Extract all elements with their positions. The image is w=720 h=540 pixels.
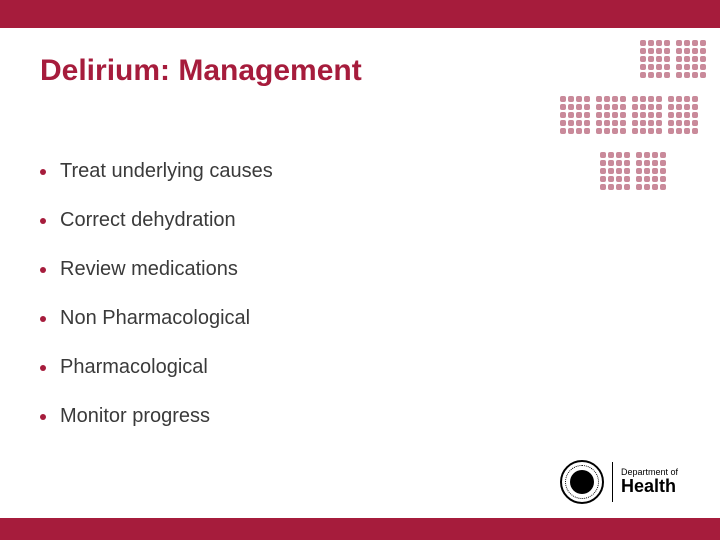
dot-block-icon	[676, 40, 706, 78]
dot-block-icon	[636, 152, 666, 190]
list-item: Non Pharmacological	[40, 307, 273, 330]
seal-inner-icon	[570, 470, 594, 494]
bullet-list: Treat underlying causes Correct dehydrati…	[40, 160, 273, 454]
dot-block-icon	[600, 152, 630, 190]
list-item: Correct dehydration	[40, 209, 273, 232]
dept-name: Health	[621, 477, 678, 496]
dot-block-icon	[640, 40, 670, 78]
slide-title: Delirium: Management	[40, 54, 362, 88]
slide: Delirium: Management Treat underlying ca…	[0, 0, 720, 540]
list-item-text: Correct dehydration	[60, 209, 236, 232]
bullet-dot-icon	[40, 218, 46, 224]
bullet-dot-icon	[40, 169, 46, 175]
bullet-dot-icon	[40, 365, 46, 371]
list-item-text: Review medications	[60, 258, 238, 281]
list-item-text: Pharmacological	[60, 356, 208, 379]
dot-block-icon	[560, 96, 590, 134]
list-item-text: Non Pharmacological	[60, 307, 250, 330]
logo-text: Department of Health	[621, 468, 678, 496]
list-item: Monitor progress	[40, 405, 273, 428]
dot-block-icon	[596, 96, 626, 134]
bullet-dot-icon	[40, 414, 46, 420]
top-accent-bar	[0, 0, 720, 28]
bullet-dot-icon	[40, 316, 46, 322]
list-item: Treat underlying causes	[40, 160, 273, 183]
government-seal-icon	[560, 460, 604, 504]
list-item-text: Treat underlying causes	[60, 160, 273, 183]
dot-block-icon	[668, 96, 698, 134]
bottom-accent-bar	[0, 518, 720, 540]
footer-logo: Department of Health	[560, 460, 678, 504]
list-item-text: Monitor progress	[60, 405, 210, 428]
list-item: Review medications	[40, 258, 273, 281]
dot-block-icon	[632, 96, 662, 134]
list-item: Pharmacological	[40, 356, 273, 379]
logo-divider	[612, 462, 613, 502]
bullet-dot-icon	[40, 267, 46, 273]
